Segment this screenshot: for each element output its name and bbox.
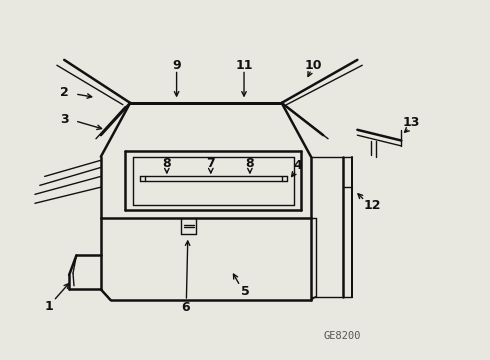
Text: 2: 2	[60, 86, 69, 99]
Text: 10: 10	[305, 59, 322, 72]
Text: 13: 13	[402, 116, 420, 129]
Text: 12: 12	[363, 199, 381, 212]
Text: 3: 3	[60, 113, 69, 126]
Text: 11: 11	[235, 59, 253, 72]
Text: 9: 9	[172, 59, 181, 72]
Text: 4: 4	[294, 159, 302, 172]
Text: 6: 6	[181, 301, 190, 314]
Text: 8: 8	[245, 157, 254, 170]
Text: GE8200: GE8200	[324, 331, 362, 341]
Text: 7: 7	[206, 157, 215, 170]
Text: 8: 8	[163, 157, 171, 170]
Text: 1: 1	[44, 300, 53, 313]
Text: 5: 5	[241, 285, 249, 298]
